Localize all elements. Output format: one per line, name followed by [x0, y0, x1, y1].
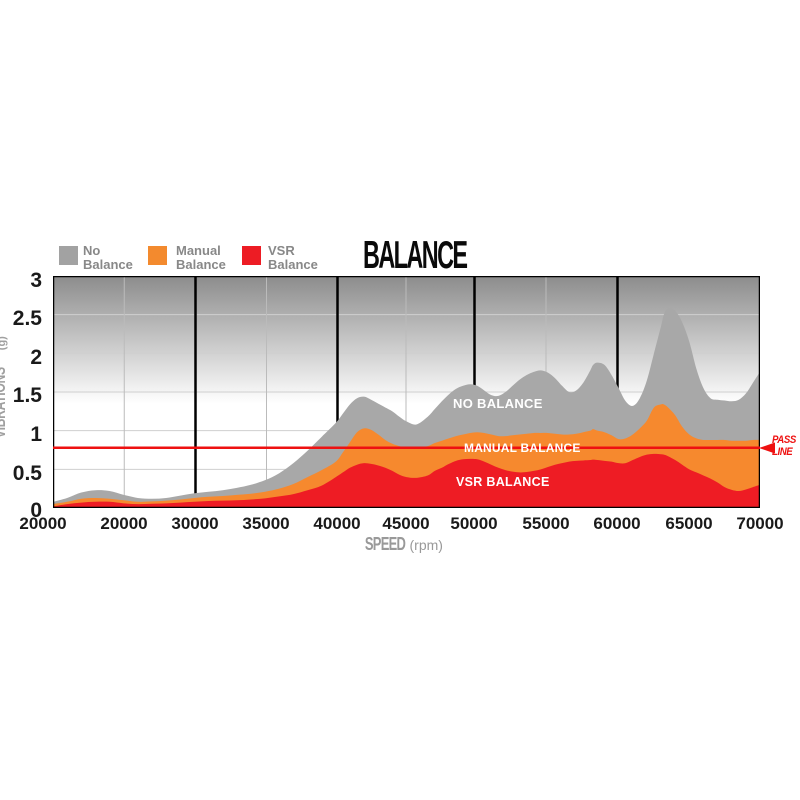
svg-text:NO BALANCE: NO BALANCE: [453, 396, 543, 411]
svg-text:MANUAL BALANCE: MANUAL BALANCE: [464, 441, 581, 455]
svg-text:VSR BALANCE: VSR BALANCE: [456, 475, 550, 489]
